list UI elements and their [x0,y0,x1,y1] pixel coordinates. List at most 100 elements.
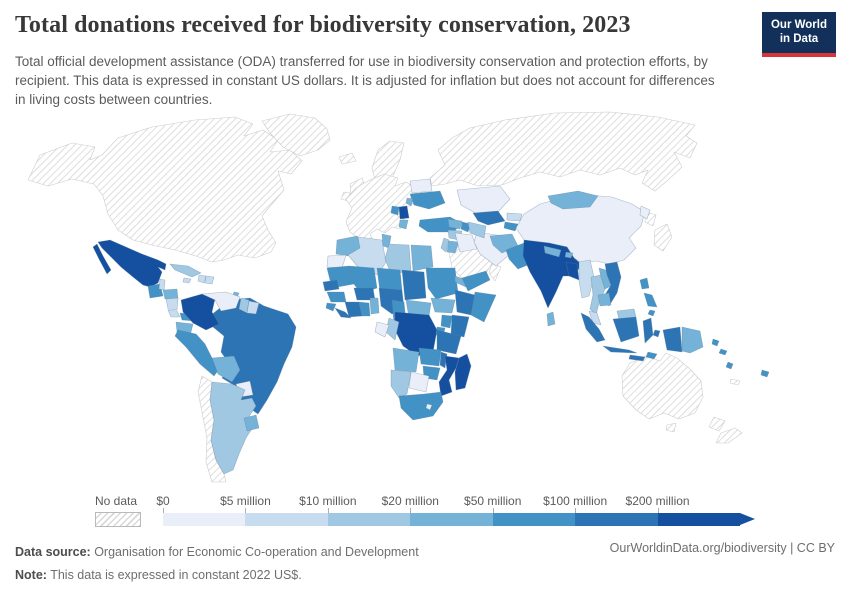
country-libya[interactable]: Libya [384,243,412,275]
country-nicaragua[interactable]: Nicaragua [165,297,179,311]
country-belize[interactable]: Belize [158,278,166,291]
country-bolivia[interactable]: Bolivia [211,355,241,383]
legend-color-bar[interactable] [163,513,740,526]
legend-tick-labels: $0 $5 million $10 million $20 million $50 mi… [156,494,740,508]
legend-tick-mark [410,508,412,513]
legend-segment[interactable] [492,513,576,526]
country-dominican-republic[interactable]: Dominican Republic [204,275,215,285]
country-moldova[interactable]: Moldova [405,197,414,207]
country-fiji[interactable]: Fiji [760,369,770,378]
country-cuba[interactable]: Cuba [169,263,202,278]
country-north-america[interactable]: United States & Canada [27,116,303,263]
country-suriname[interactable]: Suriname [246,300,260,315]
country-western-sahara[interactable]: Western Sahara [326,254,347,269]
country-bhutan[interactable]: Bhutan [564,251,574,259]
legend-segment[interactable] [327,513,411,526]
country-north-korea[interactable]: North Korea [639,205,651,220]
country-costa-rica[interactable]: Costa Rica [167,309,181,318]
country-jordan[interactable]: Jordan [446,240,460,254]
country-tajikistan[interactable]: Tajikistan [503,221,519,232]
country-timor[interactable]: Timor-Leste [645,351,658,360]
country-solomon-islands[interactable]: Solomon Islands [711,338,728,356]
legend-segment[interactable] [575,513,658,526]
country-albania-mk[interactable]: Albania & North Macedonia [398,219,409,230]
legend-segment[interactable] [163,513,246,526]
country-japan[interactable]: Japan [653,223,673,252]
country-russia[interactable]: Russia [429,111,698,192]
country-liberia[interactable]: Liberia [334,307,352,319]
country-sudan[interactable]: Sudan [425,267,459,300]
country-australia[interactable]: Australia [621,352,704,420]
legend-no-data-swatch[interactable] [95,512,141,527]
country-serbia[interactable]: Serbia [398,205,410,220]
country-senegal[interactable]: Senegal [322,279,340,292]
country-chad[interactable]: Chad [401,269,427,301]
country-uruguay[interactable]: Uruguay [243,414,260,432]
country-myanmar[interactable]: Myanmar [578,259,595,299]
legend-segment[interactable] [410,513,493,526]
country-egypt[interactable]: Egypt [410,244,434,272]
country-jamaica[interactable]: Jamaica [182,277,192,284]
country-somalia[interactable]: Somalia [470,291,497,323]
country-togo-benin[interactable]: Togo & Benin [369,297,380,315]
country-georgia-armenia[interactable]: Georgia & Armenia [447,218,463,230]
data-source-line: Data source: Organisation for Economic C… [15,541,575,564]
country-ghana[interactable]: Ghana [358,301,371,317]
legend-tick-mark [575,508,577,513]
legend-segment[interactable] [245,513,328,526]
country-oman[interactable]: Oman [488,262,502,282]
legend-tick-mark [657,508,659,513]
country-haiti[interactable]: Haiti [197,274,207,284]
country-new-caledonia[interactable]: New Caledonia [729,378,741,386]
country-tasmania[interactable]: Tasmania [665,422,677,433]
country-argentina[interactable]: Argentina [209,381,257,475]
country-indonesia[interactable]: Indonesia [580,312,661,362]
country-mexico[interactable]: Mexico [92,239,167,288]
country-yemen[interactable]: Yemen [461,270,491,292]
country-mongolia[interactable]: Mongolia [547,190,599,210]
country-ukraine[interactable]: Ukraine [409,190,446,210]
country-angola[interactable]: Angola [392,347,420,373]
country-bangladesh[interactable]: Bangladesh [565,261,580,281]
country-namibia[interactable]: Namibia [390,369,412,399]
country-papua-indonesia[interactable]: Indonesia (Papua) [662,326,683,353]
country-zambia[interactable]: Zambia [418,347,442,367]
country-kenya[interactable]: Kenya [450,314,470,338]
country-vanuatu[interactable]: Vanuatu [725,361,734,370]
country-guinea[interactable]: Guinea [326,291,347,303]
country-sri-lanka[interactable]: Sri Lanka [546,311,556,327]
country-south-africa[interactable]: South Africa [398,391,444,421]
country-uganda[interactable]: Uganda [440,314,453,329]
country-new-zealand[interactable]: New Zealand [708,416,743,444]
country-iraq[interactable]: Iraq [454,232,478,253]
country-cambodia[interactable]: Cambodia [597,292,612,307]
country-kazakhstan[interactable]: Kazakhstan [456,185,511,215]
country-bosnia[interactable]: Bosnia and Herzegovina [390,205,400,216]
country-gabon[interactable]: Gabon [374,321,390,338]
country-turkmenistan[interactable]: Turkmenistan [467,221,487,239]
country-uzbekistan[interactable]: Uzbekistan [472,210,506,226]
country-malaysia-peninsula[interactable]: Malaysia (peninsula) [588,310,602,326]
country-kyrgyzstan[interactable]: Kyrgyzstan [506,212,523,222]
world-choropleth-map[interactable]: United States & Canada Greenland Iceland… [0,106,850,490]
country-sierra-leone[interactable]: Sierra Leone [325,302,337,312]
country-iceland[interactable]: Iceland [338,152,357,165]
country-south-sudan[interactable]: South Sudan [430,297,456,314]
legend-segment[interactable] [657,513,740,526]
country-venezuela[interactable]: Venezuela [201,291,241,312]
country-honduras[interactable]: Honduras [162,288,179,300]
country-lebanon-israel[interactable]: Lebanon & Israel [440,237,450,253]
country-greenland[interactable]: Greenland [261,113,331,157]
country-philippines[interactable]: Philippines [639,277,658,317]
country-peru[interactable]: Peru [174,329,221,377]
owid-link[interactable]: OurWorldinData.org/biodiversity | CC BY [609,541,835,555]
country-png[interactable]: Papua New Guinea [681,326,704,354]
owid-logo[interactable]: Our World in Data [762,12,836,57]
country-nepal[interactable]: Nepal [543,245,562,258]
country-botswana[interactable]: Botswana [408,371,430,393]
country-lesotho[interactable]: Lesotho [425,403,433,411]
country-madagascar[interactable]: Madagascar [454,353,472,391]
legend-tick-label: $50 million [464,494,522,508]
country-belarus[interactable]: Belarus [409,178,433,194]
country-tanzania[interactable]: Tanzania [436,329,462,355]
